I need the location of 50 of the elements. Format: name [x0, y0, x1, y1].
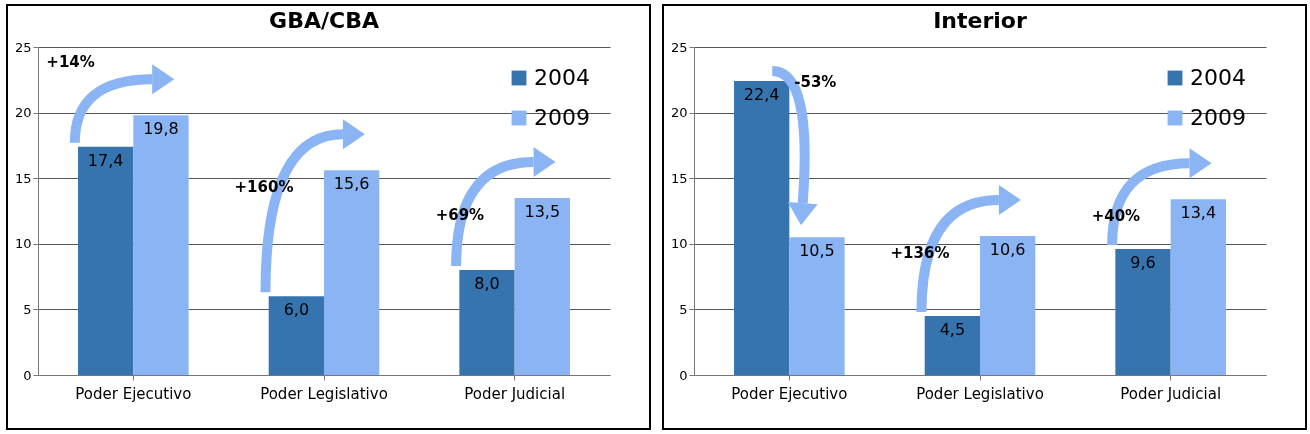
y-tick-label: 10 — [14, 236, 32, 252]
data-label: 8,0 — [474, 274, 500, 294]
data-label: 9,6 — [1130, 253, 1156, 273]
bar — [514, 197, 570, 375]
chart-title: GBA/CBA — [269, 8, 379, 33]
x-tick-label: Poder Legislativo — [260, 384, 388, 403]
data-label: 10,5 — [799, 241, 835, 261]
chart-title: Interior — [933, 8, 1027, 33]
bar — [459, 270, 515, 375]
bar — [1170, 199, 1226, 375]
bar — [734, 81, 790, 375]
legend-label: 2004 — [534, 65, 590, 90]
data-label: 4,5 — [939, 319, 966, 339]
y-tick-label: 5 — [679, 301, 688, 317]
data-label: 13,5 — [524, 201, 561, 221]
bar — [1115, 249, 1171, 375]
data-label: 6,0 — [283, 300, 310, 320]
data-label: 19,8 — [143, 119, 179, 139]
y-tick-label: 15 — [670, 170, 688, 186]
data-label: 22,4 — [743, 85, 780, 105]
data-label: 10,6 — [989, 239, 1026, 259]
bar — [268, 296, 324, 375]
y-tick-label: 15 — [14, 170, 32, 186]
data-label: 13,4 — [1180, 203, 1217, 223]
y-tick-label: 25 — [14, 39, 32, 55]
y-tick-label: 20 — [670, 105, 688, 121]
bar — [789, 237, 845, 375]
bar — [133, 115, 189, 375]
bar — [924, 315, 980, 375]
data-label: 17,4 — [87, 150, 124, 170]
y-tick-label: 20 — [14, 105, 32, 121]
y-tick-label: 25 — [670, 39, 688, 55]
y-tick-label: 0 — [23, 367, 32, 383]
x-tick-label: Poder Legislativo — [916, 384, 1044, 403]
annotation: +69% — [435, 205, 485, 224]
x-tick-label: Poder Judicial — [464, 384, 566, 403]
x-tick-label: Poder Judicial — [1120, 384, 1222, 403]
data-label: 15,6 — [333, 174, 370, 194]
y-tick-label: 5 — [23, 301, 32, 317]
annotation: +136% — [890, 243, 950, 262]
bar — [78, 146, 134, 375]
legend-label: 2004 — [1190, 65, 1246, 90]
y-tick-label: 0 — [679, 367, 688, 383]
x-tick-label: Poder Ejecutivo — [75, 384, 192, 403]
annotation: +160% — [234, 178, 294, 197]
y-tick-label: 10 — [670, 236, 688, 252]
x-tick-label: Poder Ejecutivo — [731, 384, 848, 403]
annotation: +40% — [1091, 207, 1141, 226]
annotation: +14% — [46, 53, 95, 72]
annotation: -53% — [794, 73, 837, 92]
